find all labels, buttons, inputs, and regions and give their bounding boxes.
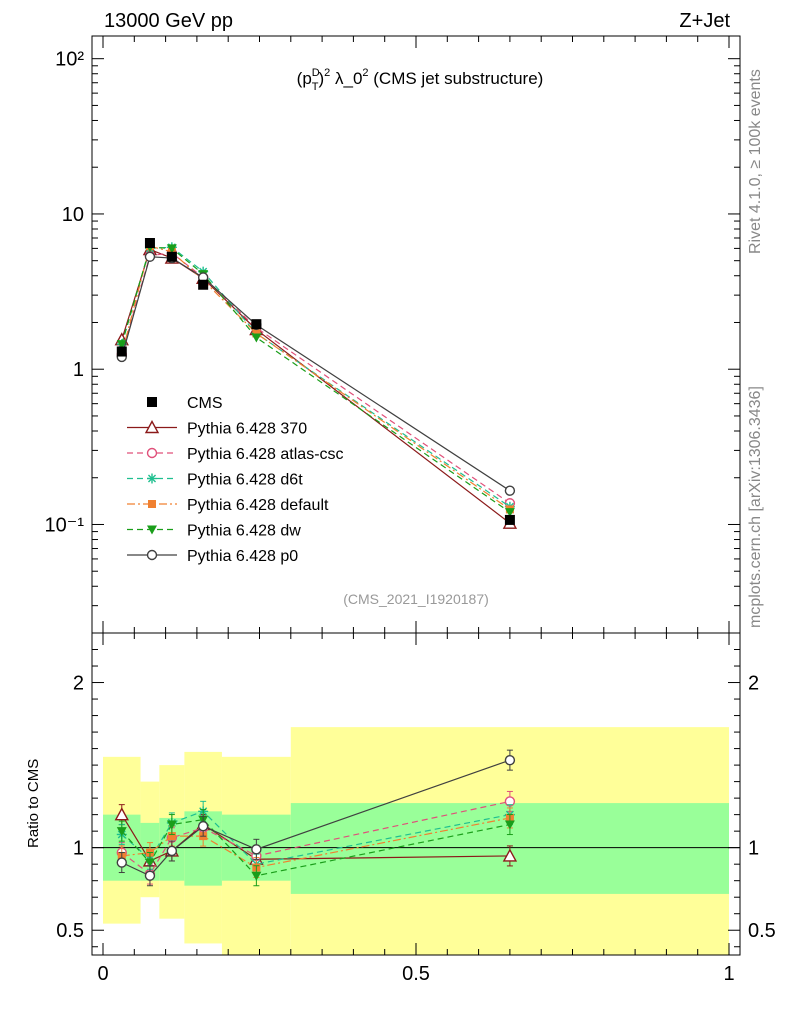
ratio-tick-label-right: 0.5 (748, 920, 776, 942)
ratio-tick-label: 0.5 (56, 920, 84, 942)
marker-triangle-down (251, 871, 262, 881)
ratio-series-line (121, 818, 511, 877)
x-tick-label: 1 (723, 963, 734, 985)
marker-asterisk (147, 473, 157, 484)
marker-triangle-down (116, 340, 127, 350)
marker-circle-open (116, 857, 127, 868)
marker-triangle-down (166, 820, 177, 830)
marker-square-black (144, 237, 155, 248)
title-sq2: 2 (362, 67, 368, 79)
series-line (121, 256, 511, 492)
marker-square-black (504, 514, 515, 525)
ratio-tick-label: 2 (73, 673, 84, 695)
marker-circle-open (251, 844, 262, 855)
title-sub: T (312, 81, 319, 93)
marker-triangle-open (502, 848, 518, 862)
marker-square-black (147, 397, 157, 407)
legend-label: Pythia 6.428 default (187, 497, 329, 514)
y-tick-label: 1 (73, 359, 84, 381)
marker-triangle-down (504, 508, 515, 518)
marker-circle-open (197, 821, 209, 832)
title-sup: D (312, 67, 320, 79)
title-lambda: λ_0 (330, 69, 362, 88)
marker-circle-open (504, 485, 516, 496)
marker-square-black (166, 251, 177, 262)
marker-triangle-down (166, 244, 177, 254)
y-tick-label: 10² (55, 49, 84, 71)
marker-triangle-down (251, 333, 262, 343)
title-sq: 2 (324, 67, 330, 79)
marker-square-black (251, 319, 262, 330)
marker-triangle-open (114, 807, 129, 821)
legend-label: Pythia 6.428 d6t (187, 472, 303, 489)
marker-circle-open (144, 251, 156, 262)
series-line (121, 248, 511, 524)
legend: CMS Pythia 6.428 370 Pythia 6.428 atlas-cs… (127, 395, 344, 565)
header-left: 13000 GeV pp (104, 10, 233, 32)
ratio-series-line (121, 810, 511, 865)
legend-label: CMS (187, 395, 223, 412)
marker-circle-open (504, 754, 516, 766)
marker-circle-open (146, 447, 158, 459)
mcplots-label: mcplots.cern.ch [arXiv:1306.3436] (747, 386, 764, 628)
ratio-ylabel: Ratio to CMS (25, 759, 42, 848)
ratio-tick-label: 1 (73, 838, 84, 860)
main-frame (91, 35, 741, 634)
series-line (121, 252, 511, 504)
header-right: Z+Jet (679, 10, 730, 32)
marker-square (167, 832, 176, 841)
ratio-series-line (121, 800, 511, 875)
ratio-tick-label-right: 1 (748, 838, 759, 860)
title-rest: (CMS jet substructure) (369, 69, 544, 88)
marker-square-black (198, 279, 209, 290)
y-tick-label: 10 (62, 204, 84, 226)
main-plot-series (114, 237, 518, 529)
marker-square-black (116, 346, 127, 357)
y-tick-label: 10⁻¹ (45, 514, 85, 536)
title-close: ) (318, 69, 324, 88)
ratio-series-line (121, 817, 511, 869)
ratio-uncertainty-bands (103, 727, 729, 955)
marker-square (252, 329, 261, 338)
marker-triangle-down (147, 525, 157, 535)
marker-square (148, 500, 156, 508)
title-open: (p (297, 69, 312, 88)
rivet-label: Rivet 4.1.0, ≥ 100k events (747, 69, 764, 254)
marker-circle-open (146, 549, 158, 561)
x-tick-label: 0 (97, 963, 108, 985)
legend-label: Pythia 6.428 atlas-csc (187, 446, 344, 463)
marker-triangle-open (144, 420, 160, 434)
series-line (121, 245, 511, 510)
ratio-tick-label-right: 2 (748, 673, 759, 695)
ratio-plot-series (114, 749, 518, 887)
x-tick-label: 0.5 (402, 963, 430, 985)
legend-label: Pythia 6.428 370 (187, 421, 307, 438)
legend-label: Pythia 6.428 p0 (187, 548, 298, 565)
series-line (121, 246, 511, 508)
legend-label: Pythia 6.428 dw (187, 523, 301, 540)
marker-triangle-down (144, 858, 155, 868)
marker-triangle-down (116, 827, 127, 837)
series-line (121, 246, 511, 513)
marker-circle-open (166, 845, 178, 857)
marker-triangle-down (504, 820, 515, 830)
analysis-id: (CMS_2021_I1920187) (343, 591, 489, 607)
chart-title: (pD T)2 λ_02 (CMS jet substructure) (297, 67, 544, 93)
marker-circle-open (144, 870, 156, 881)
axes: 10² 10 1 10⁻¹ 0.5 0.5 1 1 2 2 0 0.5 1 (45, 35, 776, 985)
